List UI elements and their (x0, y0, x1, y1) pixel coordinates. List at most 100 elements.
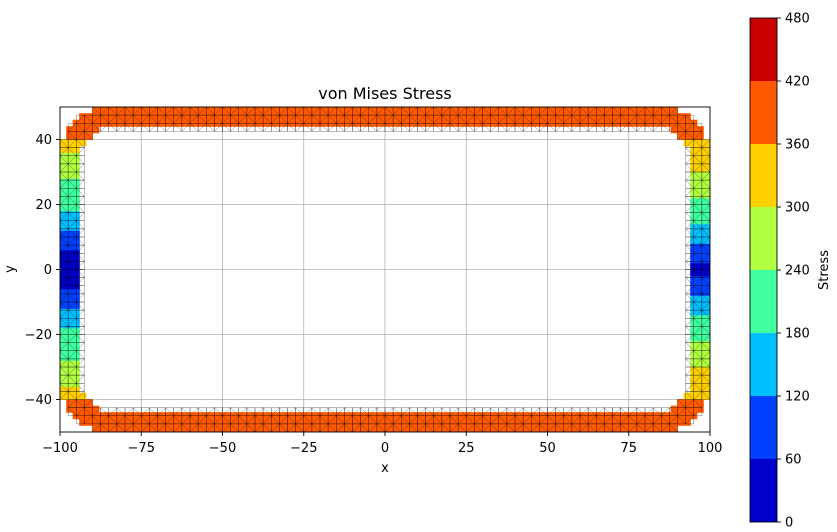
stress-cell (443, 418, 451, 426)
stress-cell (631, 107, 639, 114)
stress-cell (118, 113, 126, 121)
x-tick-label: −50 (209, 441, 236, 456)
stress-cell (391, 107, 399, 114)
colorbar-tick-label: 0 (785, 516, 793, 531)
stress-cell (391, 425, 399, 432)
stress-cell (66, 230, 74, 238)
stress-cell (404, 107, 412, 114)
stress-cell (696, 230, 704, 238)
stress-cell (670, 126, 678, 134)
stress-cell (66, 360, 74, 368)
stress-cell (703, 288, 710, 296)
stress-cell (508, 113, 516, 121)
stress-cell (534, 107, 542, 114)
stress-cell (436, 425, 444, 432)
stress-cell (222, 418, 230, 426)
stress-cell (482, 418, 490, 426)
colorbar-ticks: 0 60 120 180 240 300 360 420 480 (777, 12, 810, 531)
stress-cell (254, 113, 262, 121)
stress-cell (670, 418, 678, 426)
stress-cell (261, 425, 269, 432)
stress-cell (696, 360, 704, 368)
stress-cell (183, 113, 191, 121)
stress-cell (547, 418, 555, 426)
stress-cell (566, 425, 574, 432)
stress-cell (157, 418, 165, 426)
stress-cell (66, 132, 74, 140)
stress-cell (612, 418, 620, 426)
stress-cell (293, 425, 301, 432)
stress-cell (456, 425, 464, 432)
stress-cell (98, 425, 106, 432)
stress-cell (683, 139, 691, 147)
stress-cell (352, 418, 360, 426)
stress-cell (618, 107, 626, 114)
stress-cell (66, 204, 74, 212)
stress-cell (605, 418, 613, 426)
stress-cell (248, 113, 256, 121)
stress-cell (475, 418, 483, 426)
x-axis-label: x (381, 461, 389, 476)
stress-cell (111, 107, 119, 114)
stress-cell (60, 288, 67, 296)
stress-cell (176, 425, 184, 432)
stress-cell (248, 418, 256, 426)
stress-cell (111, 425, 119, 432)
stress-cell (696, 236, 704, 244)
stress-cell (378, 113, 386, 121)
colorbar-band (750, 270, 777, 333)
stress-cell (118, 418, 126, 426)
stress-cell (345, 418, 353, 426)
stress-cell (274, 425, 282, 432)
stress-cell (651, 107, 659, 114)
stress-cell (696, 171, 704, 179)
stress-cell (124, 113, 132, 121)
stress-cell (66, 139, 74, 147)
stress-cell (306, 107, 314, 114)
stress-cell (501, 107, 509, 114)
stress-cell (566, 107, 574, 114)
x-tick-label: −75 (128, 441, 155, 456)
stress-cell (241, 107, 249, 114)
stress-cell (696, 366, 704, 374)
stress-cell (443, 113, 451, 121)
colorbar-band (750, 333, 777, 396)
stress-cell (514, 418, 522, 426)
stress-cell (241, 425, 249, 432)
stress-cell (339, 107, 347, 114)
stress-cell (586, 107, 594, 114)
stress-cell (358, 107, 366, 114)
colorbar-band (750, 81, 777, 144)
x-tick-label: 25 (458, 441, 475, 456)
stress-cell (553, 425, 561, 432)
stress-cell (66, 366, 74, 374)
stress-cell (124, 418, 132, 426)
colorbar-band (750, 18, 777, 81)
stress-cell (703, 386, 710, 394)
stress-cell (60, 386, 67, 394)
stress-cell (85, 113, 93, 121)
stress-cell (371, 425, 379, 432)
stress-cell (521, 107, 529, 114)
stress-cell (677, 113, 685, 121)
stress-cell (696, 301, 704, 309)
stress-cell (469, 425, 477, 432)
chart-title: von Mises Stress (318, 84, 452, 103)
stress-cell (703, 256, 710, 264)
stress-cell (60, 243, 67, 251)
x-tick-label: 50 (539, 441, 556, 456)
stress-cell (696, 197, 704, 205)
stress-cell (638, 113, 646, 121)
stress-cell (66, 392, 74, 400)
stress-cell (683, 399, 691, 407)
stress-cell (638, 418, 646, 426)
x-tick-label: 0 (381, 441, 389, 456)
stress-cell (605, 113, 613, 121)
stress-cell (612, 113, 620, 121)
stress-cell (228, 425, 236, 432)
stress-cell (696, 392, 704, 400)
stress-cell (651, 425, 659, 432)
stress-cell (60, 321, 67, 329)
stress-cell (150, 113, 158, 121)
stress-cell (703, 373, 710, 381)
